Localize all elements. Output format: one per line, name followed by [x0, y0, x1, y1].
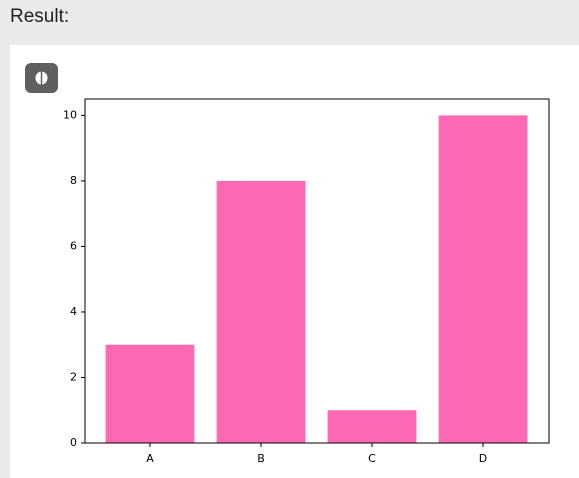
x-tick-label: B — [257, 452, 265, 465]
y-tick-label: 0 — [70, 436, 77, 449]
icon-glyph — [35, 71, 48, 85]
y-tick-label: 4 — [70, 305, 77, 318]
y-tick-label: 8 — [70, 174, 77, 187]
x-tick-label: D — [479, 452, 487, 465]
bar — [105, 344, 195, 443]
bar — [216, 180, 306, 443]
y-tick-label: 6 — [70, 239, 77, 252]
plot-frame — [84, 98, 550, 444]
x-tick-label: C — [368, 452, 376, 465]
y-tick-label: 2 — [70, 370, 77, 383]
icon-button[interactable] — [25, 63, 58, 93]
bar — [327, 410, 417, 443]
result-label: Result: — [10, 6, 70, 27]
x-tick-label: A — [146, 452, 154, 465]
bar — [438, 115, 528, 443]
y-tick-label: 10 — [63, 108, 77, 121]
